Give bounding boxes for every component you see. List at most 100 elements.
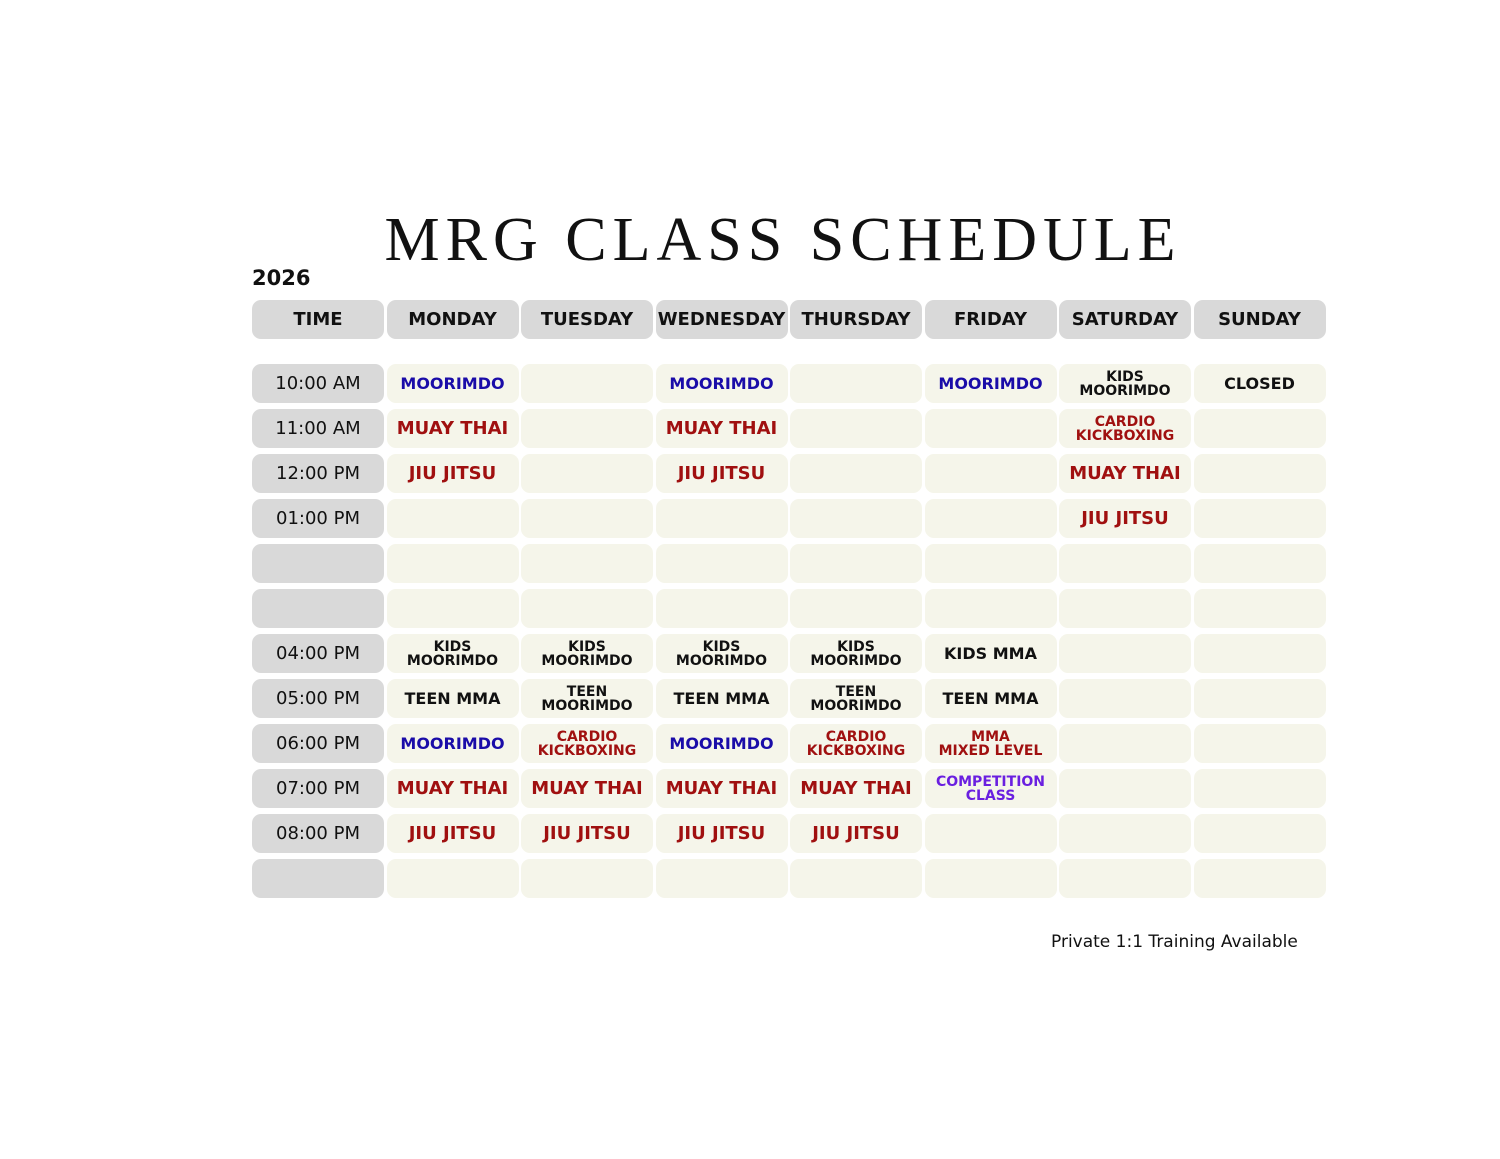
class-cell: MUAY THAI — [521, 769, 653, 808]
class-cell: KIDS MOORIMDO — [521, 634, 653, 673]
class-cell: TEEN MMA — [386, 679, 519, 718]
class-cell — [521, 499, 653, 538]
header-cell: TUESDAY — [521, 300, 653, 339]
class-cell: MUAY THAI — [386, 769, 519, 808]
header-cell: SUNDAY — [1193, 300, 1326, 339]
class-cell: TEEN MOORIMDO — [521, 679, 653, 718]
class-cell — [1193, 454, 1326, 493]
class-cell — [521, 409, 653, 448]
class-cell — [790, 544, 922, 583]
header-cell: WEDNESDAY — [655, 300, 788, 339]
class-cell — [521, 589, 653, 628]
class-cell: KIDS MMA — [924, 634, 1057, 673]
class-cell — [1059, 634, 1191, 673]
class-cell — [1059, 724, 1191, 763]
class-cell: MUAY THAI — [386, 409, 519, 448]
class-cell: JIU JITSU — [655, 454, 788, 493]
class-cell — [790, 409, 922, 448]
class-cell — [924, 454, 1057, 493]
class-cell: MMA MIXED LEVEL — [924, 724, 1057, 763]
class-cell: MOORIMDO — [386, 364, 519, 403]
class-cell — [924, 499, 1057, 538]
class-cell — [1193, 499, 1326, 538]
time-cell — [252, 544, 384, 583]
class-cell — [655, 589, 788, 628]
time-cell: 12:00 PM — [252, 454, 384, 493]
class-cell: MOORIMDO — [655, 364, 788, 403]
time-cell: 04:00 PM — [252, 634, 384, 673]
class-cell: KIDS MOORIMDO — [386, 634, 519, 673]
class-cell: KIDS MOORIMDO — [790, 634, 922, 673]
class-cell: MUAY THAI — [1059, 454, 1191, 493]
class-cell — [386, 859, 519, 898]
class-cell — [924, 409, 1057, 448]
class-cell: MUAY THAI — [655, 769, 788, 808]
class-cell — [1193, 814, 1326, 853]
class-cell: JIU JITSU — [790, 814, 922, 853]
class-cell: CARDIO KICKBOXING — [1059, 409, 1191, 448]
header-cell: FRIDAY — [924, 300, 1057, 339]
time-cell: 11:00 AM — [252, 409, 384, 448]
class-cell: JIU JITSU — [386, 454, 519, 493]
class-cell: MOORIMDO — [655, 724, 788, 763]
header-cell: MONDAY — [386, 300, 519, 339]
class-cell — [386, 499, 519, 538]
class-cell: TEEN MMA — [655, 679, 788, 718]
class-cell — [521, 859, 653, 898]
class-cell — [1193, 634, 1326, 673]
class-cell — [1193, 859, 1326, 898]
time-cell: 07:00 PM — [252, 769, 384, 808]
class-cell — [521, 364, 653, 403]
class-cell — [790, 454, 922, 493]
class-cell: CARDIO KICKBOXING — [521, 724, 653, 763]
class-cell — [1059, 679, 1191, 718]
class-cell: MOORIMDO — [924, 364, 1057, 403]
class-cell — [1193, 679, 1326, 718]
class-cell: MOORIMDO — [386, 724, 519, 763]
class-cell: JIU JITSU — [521, 814, 653, 853]
class-cell — [1059, 544, 1191, 583]
class-cell — [655, 499, 788, 538]
header-cell: TIME — [252, 300, 384, 339]
class-cell: MUAY THAI — [655, 409, 788, 448]
class-cell — [1193, 409, 1326, 448]
class-cell — [1193, 544, 1326, 583]
class-cell — [386, 544, 519, 583]
class-cell: JIU JITSU — [655, 814, 788, 853]
class-cell — [521, 544, 653, 583]
class-cell — [1059, 589, 1191, 628]
time-cell — [252, 859, 384, 898]
header-cell: THURSDAY — [790, 300, 922, 339]
class-cell — [790, 499, 922, 538]
time-cell: 06:00 PM — [252, 724, 384, 763]
header-cell: SATURDAY — [1059, 300, 1191, 339]
class-cell: KIDS MOORIMDO — [655, 634, 788, 673]
class-cell: TEEN MOORIMDO — [790, 679, 922, 718]
title: MRG CLASS SCHEDULE — [384, 206, 1182, 274]
class-cell: CARDIO KICKBOXING — [790, 724, 922, 763]
class-cell — [655, 544, 788, 583]
class-cell — [1193, 589, 1326, 628]
class-cell — [790, 589, 922, 628]
time-cell: 10:00 AM — [252, 364, 384, 403]
class-cell: COMPETITION CLASS — [924, 769, 1057, 808]
class-cell — [924, 859, 1057, 898]
time-cell: 01:00 PM — [252, 499, 384, 538]
class-cell — [924, 589, 1057, 628]
class-cell — [1059, 859, 1191, 898]
class-cell — [1059, 769, 1191, 808]
class-cell — [386, 589, 519, 628]
class-cell — [1059, 814, 1191, 853]
class-cell — [790, 364, 922, 403]
class-cell: MUAY THAI — [790, 769, 922, 808]
class-cell — [924, 814, 1057, 853]
class-cell: CLOSED — [1193, 364, 1326, 403]
class-cell — [790, 859, 922, 898]
class-cell: JIU JITSU — [1059, 499, 1191, 538]
class-cell: TEEN MMA — [924, 679, 1057, 718]
class-cell — [655, 859, 788, 898]
class-cell: JIU JITSU — [386, 814, 519, 853]
footer-note: Private 1:1 Training Available — [1051, 932, 1298, 952]
